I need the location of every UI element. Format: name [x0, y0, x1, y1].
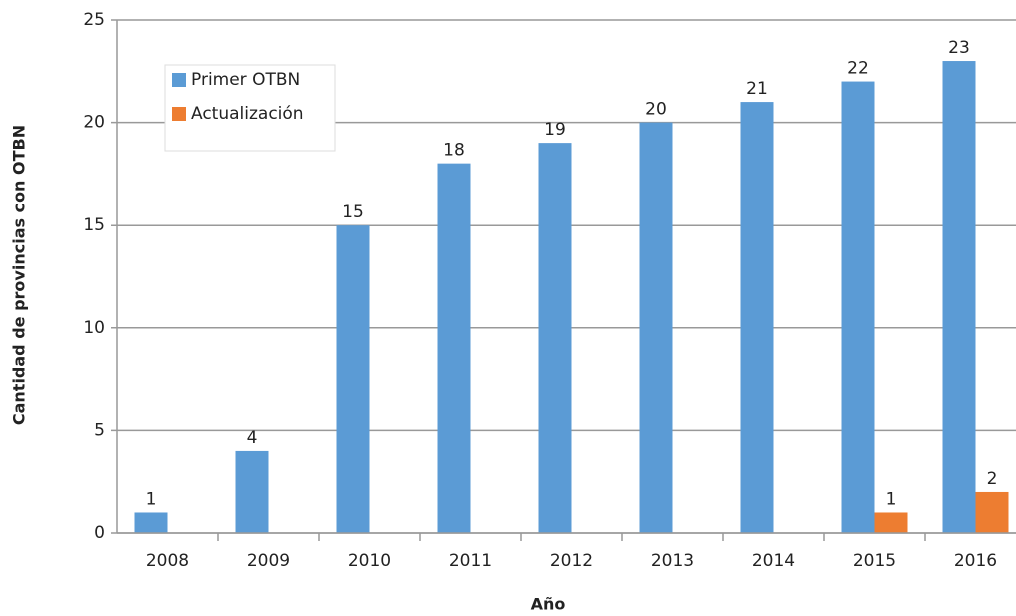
data-label: 23: [948, 38, 970, 58]
legend-box: [164, 64, 336, 152]
data-label: 21: [746, 79, 768, 99]
y-axis-title: Cantidad de provincias con OTBN: [10, 125, 29, 425]
data-label: 20: [645, 100, 667, 120]
bar: [134, 512, 168, 533]
bar: [841, 81, 875, 533]
y-tick-label: 15: [83, 215, 105, 235]
bar: [538, 143, 572, 533]
legend-label: Actualización: [191, 104, 304, 124]
legend-swatch: [172, 107, 186, 121]
x-tick-label: 2011: [449, 551, 492, 571]
bar: [740, 102, 774, 533]
bar: [437, 163, 471, 533]
data-label: 22: [847, 59, 869, 79]
x-tick-label: 2009: [247, 551, 290, 571]
data-label: 15: [342, 202, 364, 222]
data-label: 18: [443, 141, 465, 161]
legend-swatch: [172, 73, 186, 87]
y-tick-label: 5: [94, 420, 105, 440]
bar: [874, 512, 908, 533]
y-tick-label: 10: [83, 318, 105, 338]
data-label: 19: [544, 120, 566, 140]
y-tick-label: 25: [83, 10, 105, 30]
legend-label: Primer OTBN: [191, 70, 300, 90]
data-label: 1: [886, 489, 897, 509]
y-tick-label: 20: [83, 113, 105, 133]
x-tick-label: 2012: [550, 551, 593, 571]
bar: [942, 61, 976, 533]
bar: [639, 122, 673, 533]
data-label: 1: [146, 489, 157, 509]
data-label: 2: [987, 469, 998, 489]
x-tick-label: 2013: [651, 551, 694, 571]
bar: [975, 491, 1009, 533]
x-axis-title: Año: [531, 595, 566, 614]
bar: [336, 225, 370, 533]
y-tick-label: 0: [94, 523, 105, 543]
bar: [235, 450, 269, 533]
x-tick-label: 2014: [752, 551, 795, 571]
x-tick-label: 2010: [348, 551, 391, 571]
data-label: 4: [247, 428, 258, 448]
x-tick-label: 2015: [853, 551, 896, 571]
x-tick-label: 2016: [954, 551, 997, 571]
x-tick-label: 2008: [146, 551, 189, 571]
